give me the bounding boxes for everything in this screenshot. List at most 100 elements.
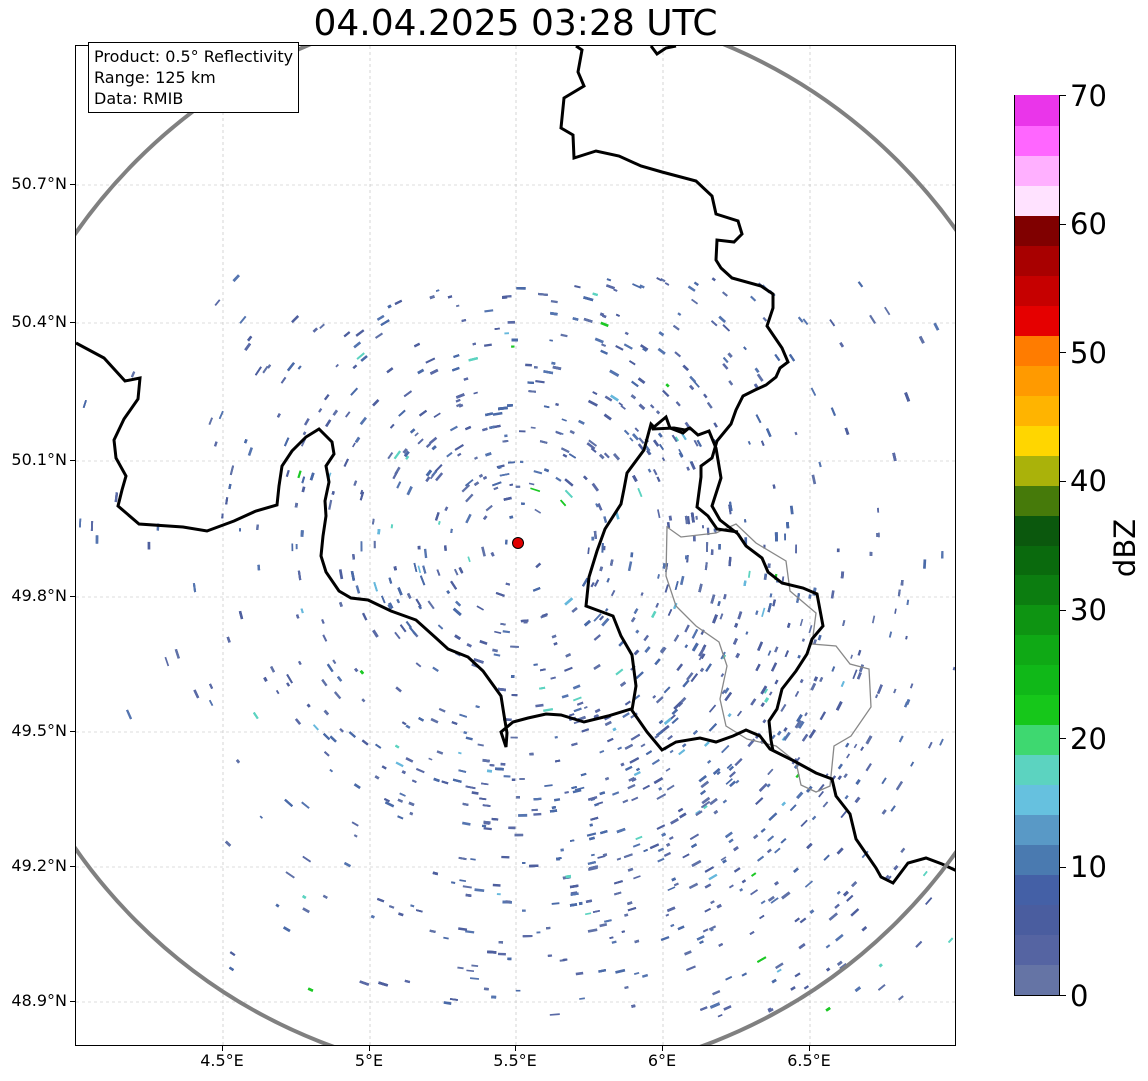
echo-pixel bbox=[323, 709, 330, 716]
echo-pixel bbox=[640, 592, 644, 596]
echo-pixel bbox=[704, 907, 711, 913]
echo-pixel bbox=[826, 967, 831, 972]
echo-pixel bbox=[632, 283, 642, 289]
echo-pixel bbox=[494, 327, 500, 330]
echo-pixel bbox=[806, 842, 813, 850]
echo-pixel bbox=[395, 686, 402, 693]
echo-pixel bbox=[354, 667, 359, 673]
echo-pixel bbox=[329, 735, 337, 743]
echo-pixel bbox=[727, 352, 733, 358]
echo-pixel bbox=[857, 649, 862, 656]
echo-pixel bbox=[708, 873, 718, 881]
echo-pixel bbox=[728, 556, 732, 567]
echo-pixel bbox=[130, 371, 136, 378]
echo-pixel bbox=[784, 650, 789, 658]
echo-pixel bbox=[723, 593, 727, 600]
echo-pixel bbox=[698, 583, 703, 593]
map-title: 04.04.2025 03:28 UTC bbox=[313, 3, 718, 44]
echo-pixel bbox=[632, 843, 641, 848]
echo-pixel bbox=[679, 575, 685, 586]
echo-pixel bbox=[356, 352, 365, 360]
colorbar-segment bbox=[1015, 934, 1059, 966]
echo-pixel bbox=[344, 411, 351, 418]
echo-pixel bbox=[510, 675, 515, 678]
colorbar-segment bbox=[1015, 964, 1059, 995]
echo-pixel bbox=[318, 408, 323, 413]
echo-pixel bbox=[322, 634, 328, 642]
echo-pixel bbox=[433, 412, 441, 418]
echo-pixel bbox=[224, 840, 232, 847]
echo-pixel bbox=[910, 761, 915, 767]
colorbar-segment bbox=[1015, 335, 1059, 366]
echo-pixel bbox=[909, 683, 914, 689]
echo-pixel bbox=[359, 416, 368, 426]
echo-pixel bbox=[291, 315, 300, 324]
echo-pixel bbox=[214, 299, 221, 307]
echo-pixel bbox=[443, 936, 449, 940]
echo-pixel bbox=[451, 721, 458, 725]
echo-pixel bbox=[743, 346, 747, 351]
echo-pixel bbox=[441, 780, 449, 785]
echo-pixel bbox=[600, 829, 608, 835]
echo-pixel bbox=[463, 730, 468, 735]
echo-pixel bbox=[710, 549, 714, 555]
echo-pixel bbox=[705, 663, 712, 672]
echo-pixel bbox=[877, 507, 880, 513]
echo-pixel bbox=[286, 682, 291, 687]
echo-pixel bbox=[701, 653, 706, 659]
echo-pixel bbox=[850, 654, 854, 659]
echo-pixel bbox=[586, 832, 597, 837]
echo-pixel bbox=[705, 542, 709, 552]
lat-tick-label: 48.9°N bbox=[11, 991, 67, 1010]
echo-pixel bbox=[601, 543, 604, 553]
radar-echoes bbox=[79, 274, 955, 1018]
echo-pixel bbox=[321, 679, 328, 687]
echo-pixel bbox=[505, 900, 511, 904]
echo-pixel bbox=[682, 853, 690, 859]
echo-pixel bbox=[373, 581, 378, 592]
echo-pixel bbox=[465, 736, 473, 741]
echo-pixel bbox=[601, 343, 606, 347]
echo-pixel bbox=[635, 629, 640, 634]
echo-pixel bbox=[662, 563, 666, 569]
echo-pixel bbox=[599, 453, 605, 460]
echo-pixel bbox=[309, 472, 315, 481]
echo-pixel bbox=[647, 468, 652, 473]
colorbar-segment bbox=[1015, 844, 1059, 876]
echo-pixel bbox=[860, 746, 864, 751]
echo-pixel bbox=[599, 923, 608, 928]
echo-pixel bbox=[359, 669, 365, 675]
echo-pixel bbox=[294, 502, 299, 508]
echo-pixel bbox=[568, 453, 577, 459]
echo-pixel bbox=[561, 694, 569, 699]
echo-pixel bbox=[651, 610, 657, 618]
echo-pixel bbox=[600, 321, 609, 328]
echo-pixel bbox=[684, 644, 688, 649]
echo-pixel bbox=[797, 654, 801, 659]
echo-pixel bbox=[897, 589, 901, 597]
echo-pixel bbox=[643, 634, 650, 642]
echo-pixel bbox=[589, 823, 594, 827]
echo-pixel bbox=[839, 342, 844, 348]
echo-pixel bbox=[257, 564, 261, 571]
echo-pixel bbox=[387, 304, 392, 309]
radar-map[interactable] bbox=[75, 45, 956, 1046]
colorbar-tick bbox=[1060, 610, 1066, 611]
echo-pixel bbox=[399, 624, 407, 633]
echo-pixel bbox=[623, 343, 633, 350]
echo-pixel bbox=[612, 791, 620, 796]
echo-pixel bbox=[698, 653, 705, 661]
echo-pixel bbox=[502, 295, 508, 299]
echo-pixel bbox=[301, 486, 306, 493]
echo-pixel bbox=[285, 469, 290, 478]
echo-pixel bbox=[830, 407, 837, 417]
echo-pixel bbox=[300, 438, 307, 447]
echo-pixel bbox=[771, 662, 778, 672]
echo-pixel bbox=[474, 888, 485, 893]
echo-pixel bbox=[473, 391, 478, 395]
echo-pixel bbox=[594, 337, 604, 344]
echo-pixel bbox=[590, 447, 597, 453]
echo-pixel bbox=[767, 1007, 772, 1011]
echo-pixel bbox=[444, 506, 449, 512]
echo-pixel bbox=[403, 450, 410, 458]
